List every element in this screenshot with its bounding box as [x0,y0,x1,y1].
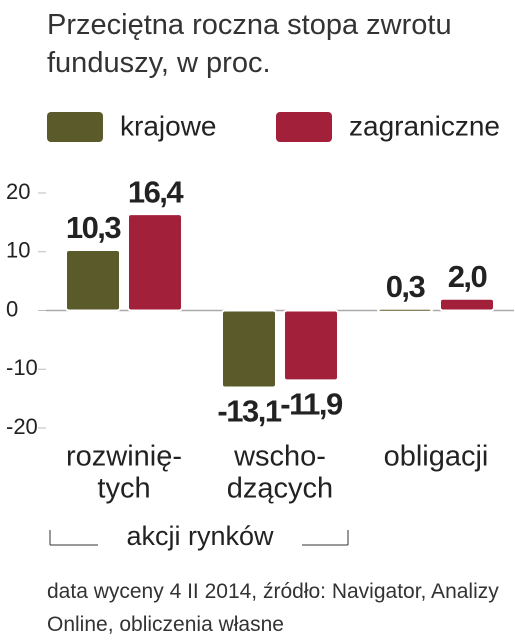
x-tick-label: wscho- [233,441,326,473]
x-tick-label: dzących [227,473,333,505]
bar [221,309,277,389]
y-tick-label: 0 [6,296,18,321]
value-label: 16,4 [128,174,185,209]
bar [377,307,433,313]
value-label: 2,0 [448,259,487,294]
bar [439,297,495,312]
x-tick-label: obligacji [384,441,489,473]
y-tick-label: -20 [6,414,38,439]
footnote: data wyceny 4 II 2014, źródło: Navigator… [47,580,499,636]
bar [65,248,121,312]
value-label: 0,3 [386,269,426,304]
value-label: -13,1 [217,394,281,429]
x-tick-label: tych [97,473,150,505]
value-label: 10,3 [66,210,122,245]
chart-title: Przeciętna roczna stopa zwrotu funduszy,… [47,9,452,79]
legend-swatch [276,112,332,142]
bar [283,309,339,382]
bar [127,213,183,312]
x-tick-label: rozwinię- [66,441,182,473]
y-tick-label: 20 [6,179,30,204]
legend-label: zagraniczne [349,110,500,141]
group-label: akcji rynków [126,521,274,551]
legend-label: krajowe [120,110,216,141]
legend-swatch [47,112,103,142]
y-tick-label: 10 [6,238,30,263]
value-label: -11,9 [280,387,343,422]
y-tick-label: -10 [6,355,38,380]
